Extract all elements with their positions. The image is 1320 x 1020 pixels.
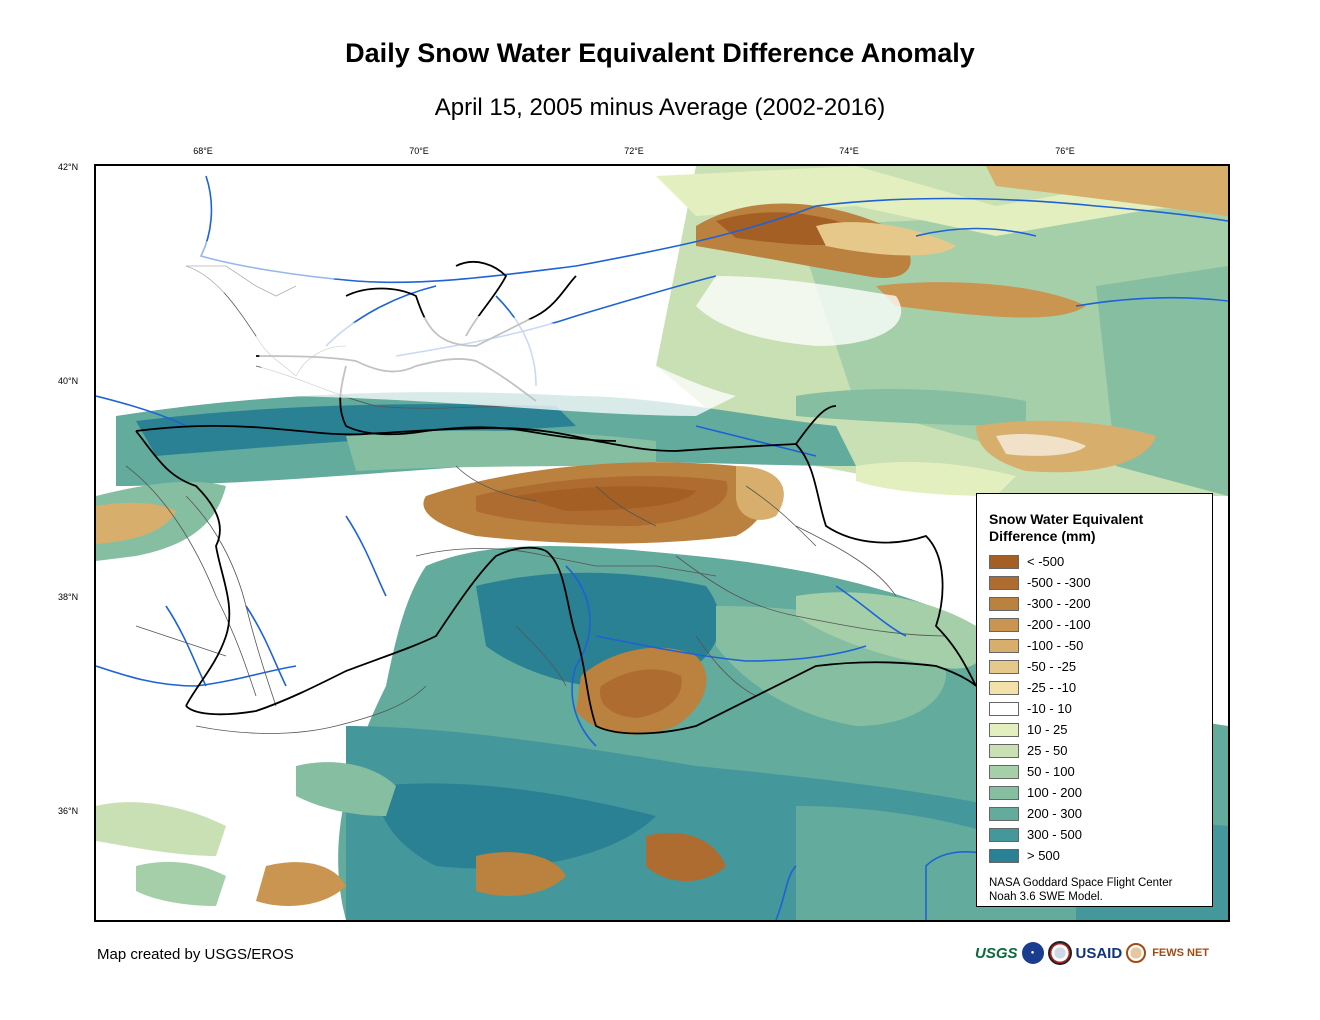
legend-label: -300 - -200	[1027, 596, 1091, 611]
map-canvas	[96, 166, 1228, 920]
lon-tick-72: 72°E	[624, 146, 644, 156]
legend-item: -50 - -25	[989, 656, 1200, 677]
legend-label: > 500	[1027, 848, 1060, 863]
legend-swatch	[989, 827, 1019, 842]
legend-item: -25 - -10	[989, 677, 1200, 698]
lon-tick-74: 74°E	[839, 146, 859, 156]
legend-swatch	[989, 701, 1019, 716]
partner-logos: USGS ● USAID FEWS NET	[975, 940, 1209, 966]
legend-label: 300 - 500	[1027, 827, 1082, 842]
lon-tick-70: 70°E	[409, 146, 429, 156]
legend-label: 50 - 100	[1027, 764, 1075, 779]
legend-label: -10 - 10	[1027, 701, 1072, 716]
legend-item: -200 - -100	[989, 614, 1200, 635]
legend-credit-line2: Noah 3.6 SWE Model.	[989, 891, 1103, 903]
legend-label: -50 - -25	[1027, 659, 1077, 674]
legend-item: 100 - 200	[989, 782, 1200, 803]
lat-tick-42: 42°N	[58, 162, 79, 172]
fews-net-logo: FEWS NET	[1152, 947, 1210, 959]
legend-credit: NASA Goddard Space Flight Center Noah 3.…	[989, 876, 1200, 904]
legend-item: -10 - 10	[989, 698, 1200, 719]
legend-label: -100 - -50	[1027, 638, 1084, 653]
legend-label: 100 - 200	[1027, 785, 1082, 800]
legend-item: -500 - -300	[989, 572, 1200, 593]
legend-item: 200 - 300	[989, 803, 1200, 824]
legend-rows: < -500 -500 - -300 -300 - -200 -200 - -100 -…	[989, 551, 1200, 866]
legend-credit-line1: NASA Goddard Space Flight Center	[989, 877, 1173, 889]
lat-tick-40: 40°N	[58, 376, 79, 386]
noaa-seal-icon	[1047, 941, 1072, 965]
legend-swatch	[989, 806, 1019, 821]
no-anomaly-areas	[176, 238, 1086, 456]
map-credit: Map created by USGS/EROS	[97, 946, 294, 963]
legend-swatch	[989, 785, 1019, 800]
legend-label: 10 - 25	[1027, 722, 1068, 737]
legend-label: -25 - -10	[1027, 680, 1077, 695]
usaid-logo: USAID	[1075, 944, 1123, 962]
legend-title: Snow Water Equivalent Difference (mm)	[989, 511, 1144, 544]
legend-swatch	[989, 680, 1019, 695]
legend-swatch	[989, 722, 1019, 737]
legend-swatch	[989, 659, 1019, 674]
legend-swatch	[989, 764, 1019, 779]
legend-label: 25 - 50	[1027, 743, 1068, 758]
nasa-logo-icon: ●	[1021, 942, 1044, 964]
legend-swatch	[989, 848, 1019, 863]
legend-box: Snow Water Equivalent Difference (mm) < …	[976, 493, 1213, 907]
legend-swatch	[989, 617, 1019, 632]
legend-item: -100 - -50	[989, 635, 1200, 656]
legend-swatch	[989, 743, 1019, 758]
lat-tick-36: 36°N	[58, 806, 79, 816]
legend-item: 300 - 500	[989, 824, 1200, 845]
legend-label: < -500	[1027, 554, 1065, 569]
lon-tick-76: 76°E	[1055, 146, 1075, 156]
legend-label: -200 - -100	[1027, 617, 1091, 632]
legend-item: 25 - 50	[989, 740, 1200, 761]
legend-item: 50 - 100	[989, 761, 1200, 782]
fews-globe-icon	[1126, 943, 1147, 963]
legend-swatch	[989, 596, 1019, 611]
map-subtitle: April 15, 2005 minus Average (2002-2016)	[434, 94, 886, 121]
lat-tick-38: 38°N	[58, 592, 79, 602]
legend-item: 10 - 25	[989, 719, 1200, 740]
map-frame	[94, 164, 1230, 922]
legend-swatch	[989, 554, 1019, 569]
lon-tick-68: 68°E	[193, 146, 213, 156]
legend-item: -300 - -200	[989, 593, 1200, 614]
legend-label: 200 - 300	[1027, 806, 1082, 821]
usgs-logo: USGS	[975, 944, 1018, 962]
legend-item: < -500	[989, 551, 1200, 572]
legend-label: -500 - -300	[1027, 575, 1091, 590]
legend-swatch	[989, 575, 1019, 590]
swe-anomaly-raster	[96, 166, 1228, 920]
legend-swatch	[989, 638, 1019, 653]
legend-item: > 500	[989, 845, 1200, 866]
map-title: Daily Snow Water Equivalent Difference A…	[345, 38, 975, 68]
